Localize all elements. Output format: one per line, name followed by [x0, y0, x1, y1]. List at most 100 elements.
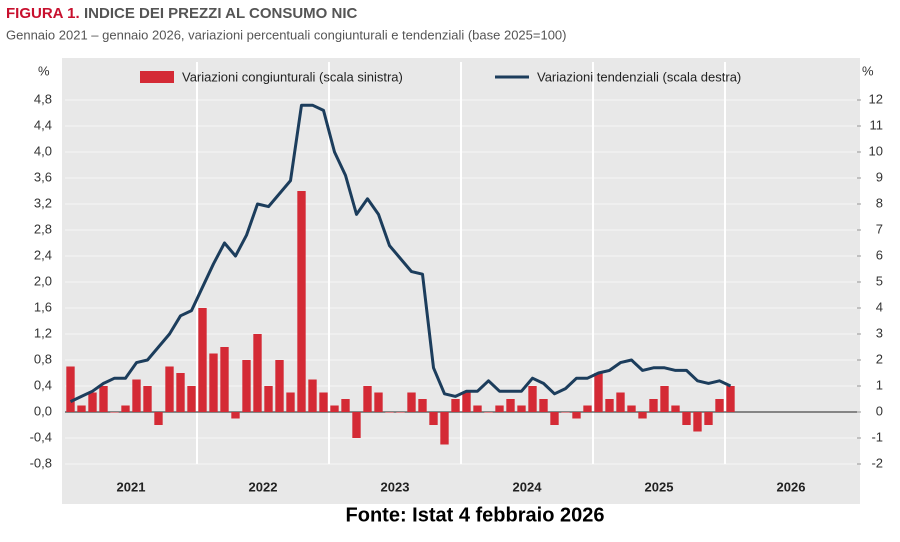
bar: [242, 360, 251, 412]
bar: [440, 412, 449, 445]
y-tick-label: 3,2: [34, 195, 52, 210]
y2-tick-label: -1: [871, 429, 883, 444]
bar: [594, 373, 603, 412]
bar: [726, 386, 735, 412]
bar: [671, 405, 680, 412]
legend-swatch: [140, 71, 174, 83]
y2-tick-label: 3: [876, 325, 883, 340]
y2-tick-label: 9: [876, 169, 883, 184]
bar: [693, 412, 702, 432]
bar: [77, 405, 86, 412]
bar: [99, 386, 108, 412]
bar: [407, 392, 416, 412]
bar: [154, 412, 163, 425]
bar: [649, 399, 658, 412]
bar: [66, 366, 75, 412]
x-group-label: 2022: [249, 479, 278, 494]
bar: [660, 386, 669, 412]
bar: [209, 353, 218, 412]
line: [69, 103, 732, 403]
y-tick-label: 4,8: [34, 91, 52, 106]
bar: [682, 412, 691, 425]
bar: [330, 405, 339, 412]
bar: [605, 399, 614, 412]
y-tick-label: 1,6: [34, 299, 52, 314]
y2-tick-label: 12: [869, 91, 883, 106]
y-tick-label: 4,0: [34, 143, 52, 158]
bar: [616, 392, 625, 412]
bar: [638, 412, 647, 419]
y2-tick-label: 5: [876, 273, 883, 288]
subtitle: Gennaio 2021 – gennaio 2026, variazioni …: [6, 27, 567, 42]
bar: [374, 392, 383, 412]
y2-tick-label: 4: [876, 299, 883, 314]
bar: [253, 334, 262, 412]
y2-tick-label: 11: [870, 117, 884, 132]
bar: [704, 412, 713, 425]
x-group-label: 2026: [777, 479, 806, 494]
bar: [550, 412, 559, 425]
y-tick-label: 2,4: [34, 247, 52, 262]
bar: [539, 399, 548, 412]
chart-title: INDICE DEI PREZZI AL CONSUMO NIC: [84, 5, 358, 22]
y-tick-label: 0,8: [34, 351, 52, 366]
bar: [286, 392, 295, 412]
bar: [451, 399, 460, 412]
bar: [220, 347, 229, 412]
title-prefix: FIGURA 1.: [6, 5, 80, 22]
y-tick-label: 3,6: [34, 169, 52, 184]
bar: [506, 399, 515, 412]
bar: [319, 392, 328, 412]
y-tick-label: 4,4: [34, 117, 52, 132]
bar: [473, 405, 482, 412]
bar: [88, 392, 97, 412]
y2-tick-label: 8: [876, 195, 883, 210]
bar: [627, 405, 636, 412]
legend-label: Variazioni congiunturali (scala sinistra…: [182, 69, 403, 84]
bar: [396, 412, 405, 413]
bar: [231, 412, 240, 419]
y-tick-label: -0,8: [30, 455, 52, 470]
y2-tick-label: 10: [869, 143, 883, 158]
y2-tick-label: 0: [876, 403, 883, 418]
bar: [462, 392, 471, 412]
bar: [176, 373, 185, 412]
bar: [121, 405, 130, 412]
y2-tick-label: 1: [876, 377, 883, 392]
x-group-label: 2023: [381, 479, 410, 494]
bar: [187, 386, 196, 412]
bar: [308, 379, 317, 412]
x-group-label: 2021: [117, 479, 146, 494]
bar: [583, 405, 592, 412]
y-tick-label: 1,2: [34, 325, 52, 340]
bar: [143, 386, 152, 412]
y-tick-label: 0,0: [34, 403, 52, 418]
bar: [385, 412, 394, 413]
bar: [264, 386, 273, 412]
legend-label: Variazioni tendenziali (scala destra): [537, 69, 741, 84]
source: Fonte: Istat 4 febbraio 2026: [346, 504, 605, 526]
bar: [517, 405, 526, 412]
y2-tick-label: -2: [871, 455, 883, 470]
bar: [275, 360, 284, 412]
y-tick-label: 2,0: [34, 273, 52, 288]
bar: [341, 399, 350, 412]
x-group-label: 2024: [513, 479, 543, 494]
y-unit: %: [38, 63, 50, 78]
bar: [528, 386, 537, 412]
x-group-label: 2025: [645, 479, 674, 494]
bar: [429, 412, 438, 425]
y2-tick-label: 7: [876, 221, 883, 236]
bar: [484, 412, 493, 413]
bar: [352, 412, 361, 438]
bar: [572, 412, 581, 419]
bar: [715, 399, 724, 412]
bar: [418, 399, 427, 412]
bar: [110, 412, 119, 413]
y-tick-label: 0,4: [34, 377, 52, 392]
bar: [561, 412, 570, 413]
bar: [198, 308, 207, 412]
bar: [495, 405, 504, 412]
y2-unit: %: [862, 63, 874, 78]
